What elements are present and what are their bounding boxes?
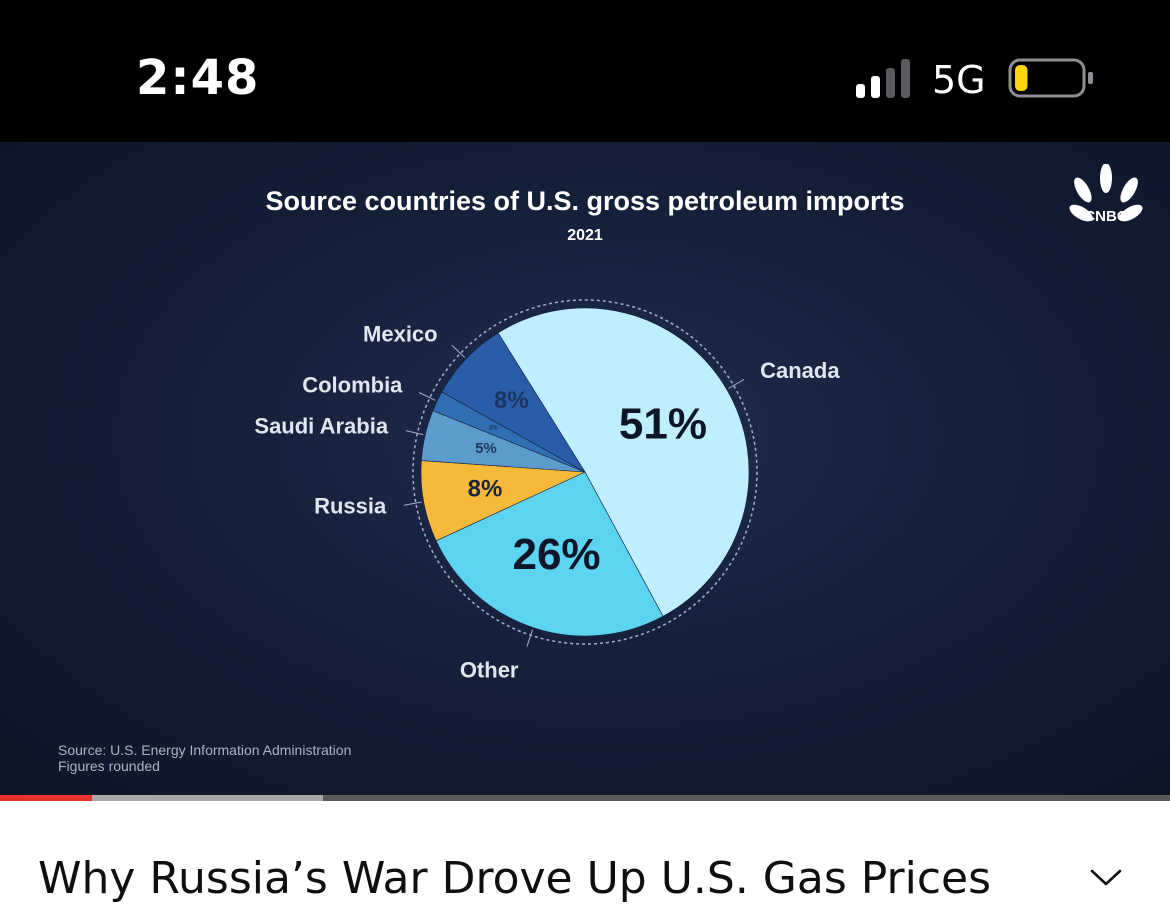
leader-line-mexico bbox=[451, 344, 466, 358]
cnbc-logo-text: CNBC bbox=[1084, 208, 1127, 224]
slice-label-other: Other bbox=[460, 658, 519, 683]
slice-label-saudi-arabia: Saudi Arabia bbox=[254, 413, 388, 438]
slice-label-colombia: Colombia bbox=[302, 372, 403, 397]
pie-outline-ring bbox=[412, 299, 758, 645]
cnbc-logo: CNBC bbox=[1069, 164, 1143, 224]
slice-value-russia: 8% bbox=[468, 476, 503, 503]
slice-value-saudi-arabia: 5% bbox=[475, 440, 497, 457]
slice-value-canada: 51% bbox=[619, 399, 707, 448]
chevron-down-icon bbox=[1090, 869, 1122, 886]
pie-slice-other bbox=[435, 471, 664, 637]
video-progress-bar[interactable] bbox=[0, 795, 1170, 801]
pie-slice-canada bbox=[497, 307, 750, 617]
pie-chart: Source countries of U.S. gross petroleum… bbox=[58, 186, 905, 774]
slice-label-russia: Russia bbox=[314, 494, 387, 519]
leader-line-colombia bbox=[418, 392, 436, 401]
cellular-signal-icon bbox=[856, 59, 910, 98]
expand-description-button[interactable] bbox=[1086, 861, 1126, 893]
status-bar: 2:48 5G bbox=[0, 0, 1170, 142]
progress-buffered bbox=[0, 795, 323, 801]
slice-value-colombia: 2% bbox=[489, 426, 498, 432]
leader-line-canada bbox=[728, 379, 745, 389]
slice-label-mexico: Mexico bbox=[363, 321, 438, 346]
slice-label-canada: Canada bbox=[760, 358, 840, 383]
leader-line-other bbox=[526, 629, 534, 647]
video-title: Why Russia’s War Drove Up U.S. Gas Price… bbox=[38, 853, 992, 904]
battery-icon bbox=[1008, 58, 1093, 98]
rounding-note: Figures rounded bbox=[58, 758, 160, 774]
leader-line-saudi-arabia bbox=[405, 430, 424, 436]
network-type: 5G bbox=[932, 58, 986, 102]
leader-line-russia bbox=[403, 501, 422, 506]
pie-slice-mexico bbox=[441, 332, 586, 473]
chart-subtitle: 2021 bbox=[567, 227, 603, 244]
video-player[interactable]: Source countries of U.S. gross petroleum… bbox=[0, 142, 1170, 795]
slice-value-other: 26% bbox=[512, 530, 600, 579]
slice-value-mexico: 8% bbox=[494, 387, 529, 414]
status-time: 2:48 bbox=[136, 50, 260, 106]
chart-title: Source countries of U.S. gross petroleum… bbox=[265, 186, 904, 216]
source-note: Source: U.S. Energy Information Administ… bbox=[58, 742, 351, 758]
video-title-row[interactable]: Why Russia’s War Drove Up U.S. Gas Price… bbox=[0, 801, 1170, 906]
progress-played bbox=[0, 795, 93, 801]
